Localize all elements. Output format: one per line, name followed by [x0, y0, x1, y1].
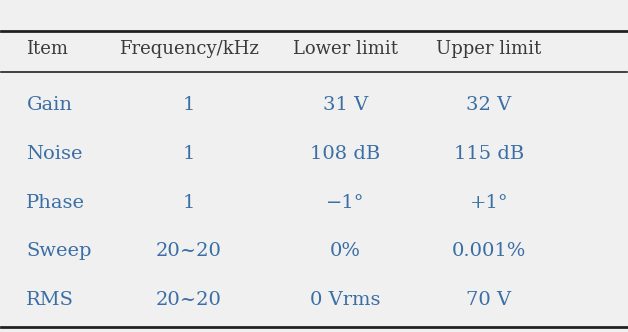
Text: 0.001%: 0.001%	[452, 242, 526, 260]
Text: 20~20: 20~20	[156, 242, 222, 260]
Text: −1°: −1°	[326, 194, 364, 211]
Text: 31 V: 31 V	[323, 96, 368, 114]
Text: Phase: Phase	[26, 194, 85, 211]
Text: 108 dB: 108 dB	[310, 145, 381, 163]
Text: Item: Item	[26, 40, 68, 58]
Text: Gain: Gain	[26, 96, 72, 114]
Text: Noise: Noise	[26, 145, 83, 163]
Text: 32 V: 32 V	[467, 96, 512, 114]
Text: 0%: 0%	[330, 242, 360, 260]
Text: Lower limit: Lower limit	[293, 40, 398, 58]
Text: 1: 1	[183, 96, 195, 114]
Text: Upper limit: Upper limit	[436, 40, 542, 58]
Text: 0 Vrms: 0 Vrms	[310, 291, 381, 309]
Text: 115 dB: 115 dB	[454, 145, 524, 163]
Text: +1°: +1°	[470, 194, 509, 211]
Text: RMS: RMS	[26, 291, 74, 309]
Text: 1: 1	[183, 194, 195, 211]
Text: Frequency/kHz: Frequency/kHz	[119, 40, 259, 58]
Text: 70 V: 70 V	[467, 291, 512, 309]
Text: 1: 1	[183, 145, 195, 163]
Text: 20~20: 20~20	[156, 291, 222, 309]
Text: Sweep: Sweep	[26, 242, 92, 260]
